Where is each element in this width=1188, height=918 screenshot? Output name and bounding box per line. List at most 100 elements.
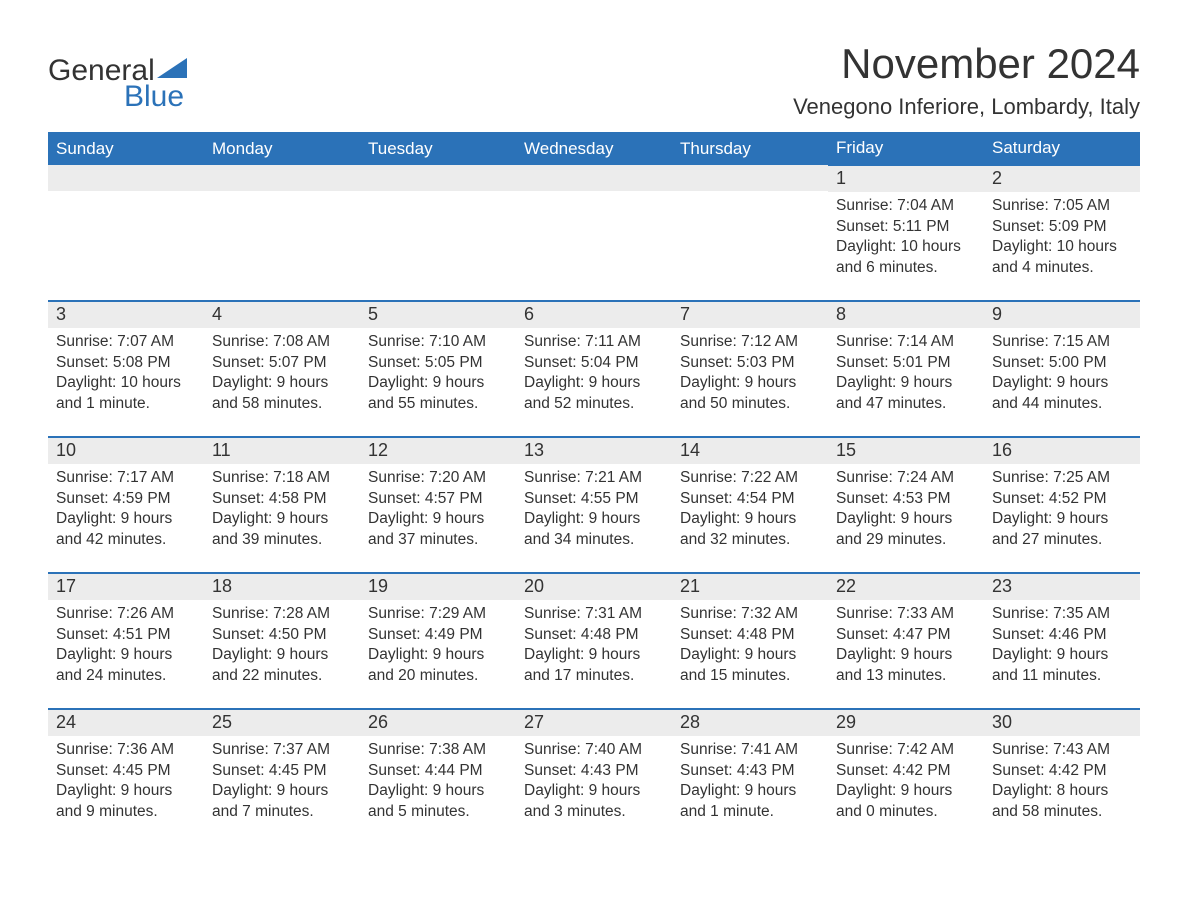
day-details: Sunrise: 7:18 AMSunset: 4:58 PMDaylight:… bbox=[204, 464, 360, 558]
title-block: November 2024 Venegono Inferiore, Lombar… bbox=[793, 40, 1140, 120]
day-number: 17 bbox=[48, 574, 204, 600]
calendar-cell: 8Sunrise: 7:14 AMSunset: 5:01 PMDaylight… bbox=[828, 301, 984, 437]
calendar-cell: 18Sunrise: 7:28 AMSunset: 4:50 PMDayligh… bbox=[204, 573, 360, 709]
day-details: Sunrise: 7:12 AMSunset: 5:03 PMDaylight:… bbox=[672, 328, 828, 422]
calendar-cell: 27Sunrise: 7:40 AMSunset: 4:43 PMDayligh… bbox=[516, 709, 672, 845]
day-details: Sunrise: 7:17 AMSunset: 4:59 PMDaylight:… bbox=[48, 464, 204, 558]
calendar-cell: 4Sunrise: 7:08 AMSunset: 5:07 PMDaylight… bbox=[204, 301, 360, 437]
day-details: Sunrise: 7:25 AMSunset: 4:52 PMDaylight:… bbox=[984, 464, 1140, 558]
month-title: November 2024 bbox=[793, 40, 1140, 88]
day-number-empty bbox=[516, 165, 672, 191]
day-number: 26 bbox=[360, 710, 516, 736]
weekday-header: Sunday bbox=[48, 132, 204, 165]
weekday-header: Saturday bbox=[984, 132, 1140, 165]
day-number: 9 bbox=[984, 302, 1140, 328]
calendar-cell: 21Sunrise: 7:32 AMSunset: 4:48 PMDayligh… bbox=[672, 573, 828, 709]
day-number: 18 bbox=[204, 574, 360, 600]
day-details: Sunrise: 7:21 AMSunset: 4:55 PMDaylight:… bbox=[516, 464, 672, 558]
weekday-header: Friday bbox=[828, 132, 984, 165]
calendar-cell: 14Sunrise: 7:22 AMSunset: 4:54 PMDayligh… bbox=[672, 437, 828, 573]
calendar-cell: 28Sunrise: 7:41 AMSunset: 4:43 PMDayligh… bbox=[672, 709, 828, 845]
day-details: Sunrise: 7:28 AMSunset: 4:50 PMDaylight:… bbox=[204, 600, 360, 694]
location: Venegono Inferiore, Lombardy, Italy bbox=[793, 94, 1140, 120]
calendar-cell bbox=[672, 165, 828, 301]
day-number: 30 bbox=[984, 710, 1140, 736]
day-number: 23 bbox=[984, 574, 1140, 600]
day-details: Sunrise: 7:32 AMSunset: 4:48 PMDaylight:… bbox=[672, 600, 828, 694]
calendar-cell: 11Sunrise: 7:18 AMSunset: 4:58 PMDayligh… bbox=[204, 437, 360, 573]
day-details: Sunrise: 7:41 AMSunset: 4:43 PMDaylight:… bbox=[672, 736, 828, 830]
day-details: Sunrise: 7:11 AMSunset: 5:04 PMDaylight:… bbox=[516, 328, 672, 422]
calendar-cell bbox=[516, 165, 672, 301]
day-number: 5 bbox=[360, 302, 516, 328]
day-number: 4 bbox=[204, 302, 360, 328]
day-details: Sunrise: 7:37 AMSunset: 4:45 PMDaylight:… bbox=[204, 736, 360, 830]
day-number: 21 bbox=[672, 574, 828, 600]
calendar-cell: 23Sunrise: 7:35 AMSunset: 4:46 PMDayligh… bbox=[984, 573, 1140, 709]
calendar-cell: 24Sunrise: 7:36 AMSunset: 4:45 PMDayligh… bbox=[48, 709, 204, 845]
day-number: 29 bbox=[828, 710, 984, 736]
calendar-cell: 2Sunrise: 7:05 AMSunset: 5:09 PMDaylight… bbox=[984, 165, 1140, 301]
day-number: 15 bbox=[828, 438, 984, 464]
calendar-cell: 10Sunrise: 7:17 AMSunset: 4:59 PMDayligh… bbox=[48, 437, 204, 573]
day-details: Sunrise: 7:31 AMSunset: 4:48 PMDaylight:… bbox=[516, 600, 672, 694]
day-number: 14 bbox=[672, 438, 828, 464]
calendar-cell bbox=[204, 165, 360, 301]
calendar-cell: 1Sunrise: 7:04 AMSunset: 5:11 PMDaylight… bbox=[828, 165, 984, 301]
calendar-cell: 9Sunrise: 7:15 AMSunset: 5:00 PMDaylight… bbox=[984, 301, 1140, 437]
day-details: Sunrise: 7:08 AMSunset: 5:07 PMDaylight:… bbox=[204, 328, 360, 422]
day-details: Sunrise: 7:35 AMSunset: 4:46 PMDaylight:… bbox=[984, 600, 1140, 694]
calendar-cell: 29Sunrise: 7:42 AMSunset: 4:42 PMDayligh… bbox=[828, 709, 984, 845]
weekday-header: Thursday bbox=[672, 132, 828, 165]
day-details: Sunrise: 7:24 AMSunset: 4:53 PMDaylight:… bbox=[828, 464, 984, 558]
day-number: 16 bbox=[984, 438, 1140, 464]
day-details: Sunrise: 7:07 AMSunset: 5:08 PMDaylight:… bbox=[48, 328, 204, 422]
day-number: 1 bbox=[828, 166, 984, 192]
day-number: 19 bbox=[360, 574, 516, 600]
logo: General Blue bbox=[48, 54, 187, 112]
day-details: Sunrise: 7:43 AMSunset: 4:42 PMDaylight:… bbox=[984, 736, 1140, 830]
day-details: Sunrise: 7:40 AMSunset: 4:43 PMDaylight:… bbox=[516, 736, 672, 830]
calendar-cell: 3Sunrise: 7:07 AMSunset: 5:08 PMDaylight… bbox=[48, 301, 204, 437]
calendar-cell: 5Sunrise: 7:10 AMSunset: 5:05 PMDaylight… bbox=[360, 301, 516, 437]
calendar-cell: 6Sunrise: 7:11 AMSunset: 5:04 PMDaylight… bbox=[516, 301, 672, 437]
day-details: Sunrise: 7:22 AMSunset: 4:54 PMDaylight:… bbox=[672, 464, 828, 558]
day-number-empty bbox=[672, 165, 828, 191]
calendar-cell: 20Sunrise: 7:31 AMSunset: 4:48 PMDayligh… bbox=[516, 573, 672, 709]
day-number-empty bbox=[48, 165, 204, 191]
calendar-cell: 22Sunrise: 7:33 AMSunset: 4:47 PMDayligh… bbox=[828, 573, 984, 709]
weekday-header: Monday bbox=[204, 132, 360, 165]
calendar-cell: 19Sunrise: 7:29 AMSunset: 4:49 PMDayligh… bbox=[360, 573, 516, 709]
day-number: 20 bbox=[516, 574, 672, 600]
day-details: Sunrise: 7:04 AMSunset: 5:11 PMDaylight:… bbox=[828, 192, 984, 286]
calendar-cell: 26Sunrise: 7:38 AMSunset: 4:44 PMDayligh… bbox=[360, 709, 516, 845]
day-details: Sunrise: 7:38 AMSunset: 4:44 PMDaylight:… bbox=[360, 736, 516, 830]
calendar-cell bbox=[360, 165, 516, 301]
logo-word2: Blue bbox=[124, 82, 187, 112]
calendar-cell: 13Sunrise: 7:21 AMSunset: 4:55 PMDayligh… bbox=[516, 437, 672, 573]
day-number: 8 bbox=[828, 302, 984, 328]
calendar-cell bbox=[48, 165, 204, 301]
day-number: 13 bbox=[516, 438, 672, 464]
day-number-empty bbox=[360, 165, 516, 191]
day-number: 12 bbox=[360, 438, 516, 464]
weekday-header: Wednesday bbox=[516, 132, 672, 165]
day-number: 22 bbox=[828, 574, 984, 600]
calendar-cell: 17Sunrise: 7:26 AMSunset: 4:51 PMDayligh… bbox=[48, 573, 204, 709]
day-number-empty bbox=[204, 165, 360, 191]
calendar-cell: 12Sunrise: 7:20 AMSunset: 4:57 PMDayligh… bbox=[360, 437, 516, 573]
day-details: Sunrise: 7:36 AMSunset: 4:45 PMDaylight:… bbox=[48, 736, 204, 830]
day-details: Sunrise: 7:14 AMSunset: 5:01 PMDaylight:… bbox=[828, 328, 984, 422]
day-number: 27 bbox=[516, 710, 672, 736]
calendar-cell: 25Sunrise: 7:37 AMSunset: 4:45 PMDayligh… bbox=[204, 709, 360, 845]
day-number: 6 bbox=[516, 302, 672, 328]
day-number: 2 bbox=[984, 166, 1140, 192]
calendar-table: SundayMondayTuesdayWednesdayThursdayFrid… bbox=[48, 132, 1140, 845]
day-number: 24 bbox=[48, 710, 204, 736]
day-details: Sunrise: 7:15 AMSunset: 5:00 PMDaylight:… bbox=[984, 328, 1140, 422]
day-details: Sunrise: 7:26 AMSunset: 4:51 PMDaylight:… bbox=[48, 600, 204, 694]
day-number: 25 bbox=[204, 710, 360, 736]
calendar-cell: 30Sunrise: 7:43 AMSunset: 4:42 PMDayligh… bbox=[984, 709, 1140, 845]
weekday-header: Tuesday bbox=[360, 132, 516, 165]
calendar-cell: 7Sunrise: 7:12 AMSunset: 5:03 PMDaylight… bbox=[672, 301, 828, 437]
